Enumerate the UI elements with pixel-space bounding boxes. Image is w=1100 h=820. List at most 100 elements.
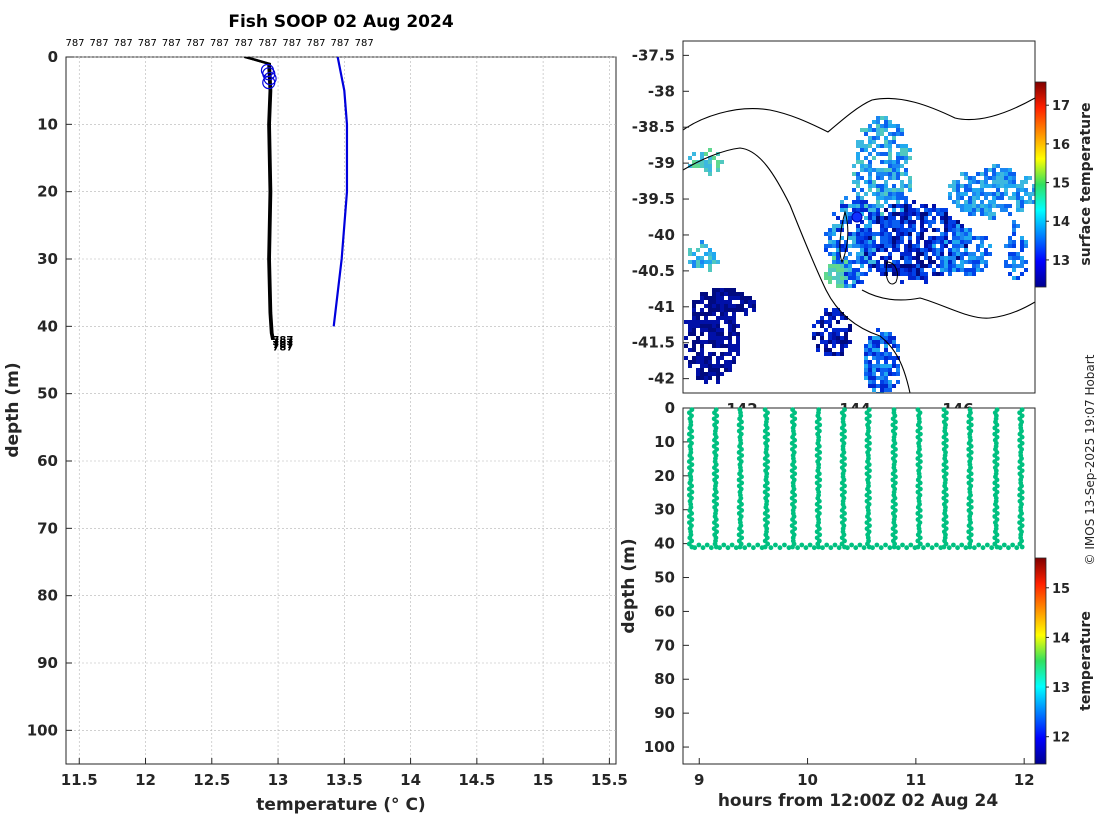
sst-pixel <box>708 308 712 312</box>
sst-pixel <box>828 228 832 232</box>
sst-pixel <box>828 276 832 280</box>
sst-pixel <box>708 300 712 304</box>
sst-pixel <box>708 296 712 300</box>
sst-pixel <box>916 272 920 276</box>
sst-pixel <box>824 308 828 312</box>
sst-pixel <box>968 200 972 204</box>
sst-pixel <box>860 160 864 164</box>
sst-pixel <box>872 264 876 268</box>
sst-pixel <box>700 356 704 360</box>
sst-pixel <box>964 188 968 192</box>
sst-pixel <box>888 196 892 200</box>
sst-pixel <box>692 360 696 364</box>
sst-pixel <box>884 380 888 384</box>
sst-pixel <box>692 264 696 268</box>
sst-pixel <box>832 340 836 344</box>
section-point <box>1006 545 1011 551</box>
sst-pixel <box>904 228 908 232</box>
profile-y-tick-label: 30 <box>37 250 58 268</box>
section-x-ticks: 9 10 11 12 <box>694 758 1035 789</box>
sst-pixel <box>728 292 732 296</box>
sst-pixel <box>892 248 896 252</box>
sst-pixel <box>876 188 880 192</box>
sst-pixel <box>820 336 824 340</box>
sst-pixel <box>892 160 896 164</box>
sst-pixel <box>1004 192 1008 196</box>
section-point <box>704 542 710 548</box>
sst-pixel <box>880 256 884 260</box>
sst-pixel <box>868 352 872 356</box>
sst-pixel <box>880 160 884 164</box>
sst-pixel <box>904 204 908 208</box>
section-point <box>891 544 897 550</box>
sst-pixel <box>888 216 892 220</box>
king-island-outline <box>839 210 849 264</box>
sst-pixel <box>876 144 880 148</box>
section-point <box>737 544 743 550</box>
sst-pixel <box>964 200 968 204</box>
sst-pixel <box>724 316 728 320</box>
sst-pixel <box>716 372 720 376</box>
sst-pixel <box>828 240 832 244</box>
sst-pixel <box>872 380 876 384</box>
sst-pixel <box>1012 184 1016 188</box>
sst-pixel <box>920 232 924 236</box>
sst-pixel <box>720 364 724 368</box>
sst-pixel <box>832 328 836 332</box>
sst-pixel <box>928 212 932 216</box>
sst-pixel <box>980 260 984 264</box>
sst-pixel <box>732 348 736 352</box>
sst-pixel <box>736 352 740 356</box>
sst-pixel <box>744 308 748 312</box>
sst-pixel <box>836 224 840 228</box>
sst-pixel <box>852 200 856 204</box>
sst-pixel <box>948 252 952 256</box>
sst-pixel <box>888 176 892 180</box>
sst-pixel <box>704 168 708 172</box>
sst-colorbar-label: surface temperature <box>1078 102 1094 265</box>
sst-pixel <box>996 184 1000 188</box>
sst-pixel <box>840 268 844 272</box>
sst-pixel <box>908 236 912 240</box>
sst-pixel <box>1012 252 1016 256</box>
sst-pixel <box>912 244 916 248</box>
sst-pixel <box>828 268 832 272</box>
map-latitude-ticks: -37.5-38-38.5-39-39.5-40-40.5-41-41.5-42 <box>632 46 689 388</box>
sst-pixel <box>836 352 840 356</box>
sst-colorbar-tick-label: 15 <box>1052 177 1070 192</box>
sst-pixel <box>732 344 736 348</box>
sst-pixel <box>888 224 892 228</box>
sst-pixel <box>692 152 696 156</box>
map-y-tick-label: -42 <box>648 370 675 388</box>
map-y-tick-label: -39.5 <box>632 190 675 208</box>
sst-pixel <box>984 260 988 264</box>
section-point <box>742 545 748 551</box>
sst-pixel <box>736 296 740 300</box>
sst-pixel <box>1032 188 1035 192</box>
sst-pixel <box>956 196 960 200</box>
sst-pixel <box>924 212 928 216</box>
sst-pixel <box>984 168 988 172</box>
sst-pixel <box>696 300 700 304</box>
sst-pixel <box>716 376 720 380</box>
sst-pixel <box>728 316 732 320</box>
sst-pixel <box>932 228 936 232</box>
sst-pixel <box>920 276 924 280</box>
profile-top-label: 787 <box>258 38 277 49</box>
sst-pixel <box>964 244 968 248</box>
sst-pixel <box>896 260 900 264</box>
sst-pixel <box>896 368 900 372</box>
sst-pixel <box>704 304 708 308</box>
sst-pixel <box>872 208 876 212</box>
sst-pixel <box>712 328 716 332</box>
sst-pixel <box>840 344 844 348</box>
sst-pixel <box>1012 180 1016 184</box>
sst-pixel <box>960 264 964 268</box>
sst-pixel <box>964 176 968 180</box>
sst-pixel <box>920 212 924 216</box>
sst-pixel <box>960 228 964 232</box>
sst-pixel <box>968 236 972 240</box>
sst-pixel <box>700 264 704 268</box>
sst-pixel <box>896 344 900 348</box>
sst-pixel <box>696 376 700 380</box>
